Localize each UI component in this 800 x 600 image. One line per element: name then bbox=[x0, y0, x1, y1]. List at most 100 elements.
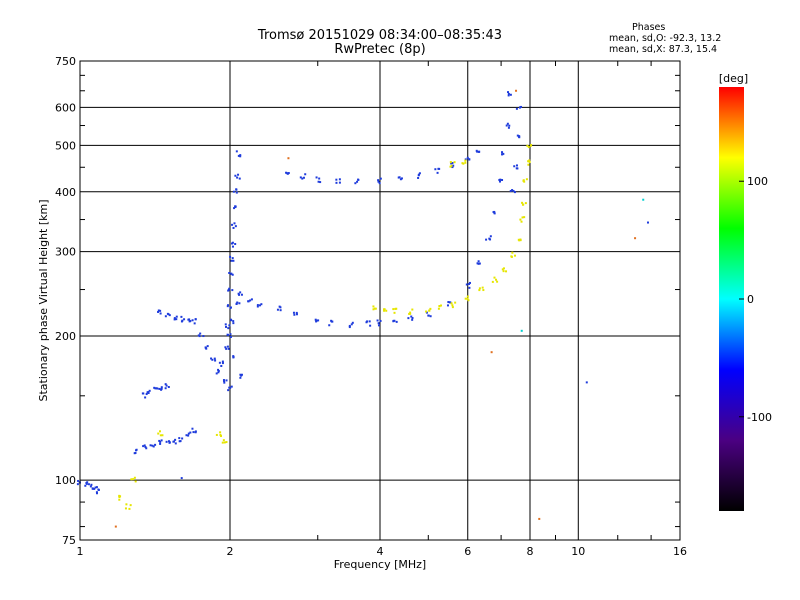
data-point bbox=[95, 491, 98, 494]
data-point bbox=[467, 299, 470, 302]
data-point bbox=[180, 477, 183, 480]
data-point bbox=[315, 176, 318, 179]
data-point bbox=[77, 479, 80, 482]
data-point bbox=[151, 444, 154, 447]
data-point bbox=[515, 89, 518, 92]
data-point bbox=[350, 323, 353, 326]
data-point bbox=[183, 318, 186, 321]
data-point bbox=[249, 299, 252, 302]
data-point bbox=[239, 376, 242, 379]
data-point bbox=[222, 439, 225, 442]
data-point bbox=[160, 439, 163, 442]
data-point bbox=[437, 307, 440, 310]
data-point bbox=[451, 304, 454, 307]
data-point bbox=[507, 92, 510, 95]
data-point bbox=[228, 271, 231, 274]
phase-stats-o: mean, sd,O: -92.3, 13.2 bbox=[609, 33, 722, 44]
data-point bbox=[229, 333, 232, 336]
data-point bbox=[515, 164, 518, 167]
data-point bbox=[519, 238, 522, 241]
data-point bbox=[159, 434, 162, 437]
data-point bbox=[521, 216, 524, 219]
data-point bbox=[374, 307, 377, 310]
data-point bbox=[394, 307, 397, 310]
data-point bbox=[160, 388, 163, 391]
data-point bbox=[417, 174, 420, 177]
data-point bbox=[180, 315, 183, 318]
data-point bbox=[234, 174, 237, 177]
data-point bbox=[501, 153, 504, 156]
data-point bbox=[157, 309, 160, 312]
data-point bbox=[228, 386, 231, 389]
data-point bbox=[125, 503, 128, 506]
data-point bbox=[230, 385, 233, 388]
data-point bbox=[230, 272, 233, 275]
data-point bbox=[97, 488, 100, 491]
data-point bbox=[485, 238, 488, 241]
data-point bbox=[642, 198, 645, 201]
data-point bbox=[519, 218, 522, 221]
data-point bbox=[513, 165, 516, 168]
x-axis-label: Frequency [MHz] bbox=[334, 558, 426, 571]
data-point bbox=[142, 445, 145, 448]
data-point bbox=[489, 235, 492, 238]
y-tick-label: 400 bbox=[55, 186, 76, 199]
data-point bbox=[165, 440, 168, 443]
data-point bbox=[317, 319, 320, 322]
data-point bbox=[217, 368, 220, 371]
data-point bbox=[449, 161, 452, 164]
data-point bbox=[91, 487, 94, 490]
data-point bbox=[501, 179, 504, 182]
data-point bbox=[202, 335, 205, 338]
data-point bbox=[197, 334, 200, 337]
data-point bbox=[228, 287, 231, 290]
data-point bbox=[449, 165, 452, 168]
data-point bbox=[511, 251, 514, 254]
data-point bbox=[118, 496, 121, 499]
data-point bbox=[205, 347, 208, 350]
data-point bbox=[235, 150, 238, 153]
data-point bbox=[175, 315, 178, 318]
colorbar-ticks: 100 0 -100 bbox=[739, 175, 772, 424]
data-point bbox=[407, 317, 410, 320]
data-point bbox=[493, 276, 496, 279]
data-point bbox=[256, 305, 259, 308]
data-point bbox=[174, 438, 177, 441]
data-point bbox=[167, 440, 170, 443]
data-point bbox=[527, 160, 530, 163]
data-point bbox=[522, 179, 525, 182]
data-point bbox=[507, 91, 510, 94]
data-point bbox=[118, 494, 121, 497]
data-point bbox=[478, 262, 481, 265]
data-point bbox=[87, 483, 90, 486]
data-point bbox=[369, 324, 372, 327]
data-point bbox=[250, 298, 253, 301]
y-axis-ticks: 75 100 200 300 400 500 600 750 bbox=[55, 55, 680, 547]
colorbar-label: [deg] bbox=[719, 72, 748, 85]
y-tick-label: 600 bbox=[55, 101, 76, 114]
data-point bbox=[488, 237, 491, 240]
data-point bbox=[93, 487, 96, 490]
data-point bbox=[585, 381, 588, 384]
data-point bbox=[478, 289, 481, 292]
data-point bbox=[167, 313, 170, 316]
data-point bbox=[513, 191, 516, 194]
data-point bbox=[157, 310, 160, 313]
data-point bbox=[286, 172, 289, 175]
data-point bbox=[258, 304, 261, 307]
data-point bbox=[299, 176, 302, 179]
data-point bbox=[646, 221, 649, 224]
data-point bbox=[338, 181, 341, 184]
data-point bbox=[287, 157, 290, 160]
data-points bbox=[76, 89, 649, 528]
data-point bbox=[239, 154, 242, 157]
phase-stats-x: mean, sd,X: 87.3, 15.4 bbox=[609, 44, 718, 55]
data-point bbox=[373, 307, 376, 310]
data-point bbox=[385, 309, 388, 312]
data-point bbox=[89, 485, 92, 488]
data-point bbox=[225, 379, 228, 382]
data-point bbox=[227, 389, 230, 392]
y-tick-label: 200 bbox=[55, 330, 76, 343]
colorbar-tick-label: 0 bbox=[747, 293, 754, 306]
